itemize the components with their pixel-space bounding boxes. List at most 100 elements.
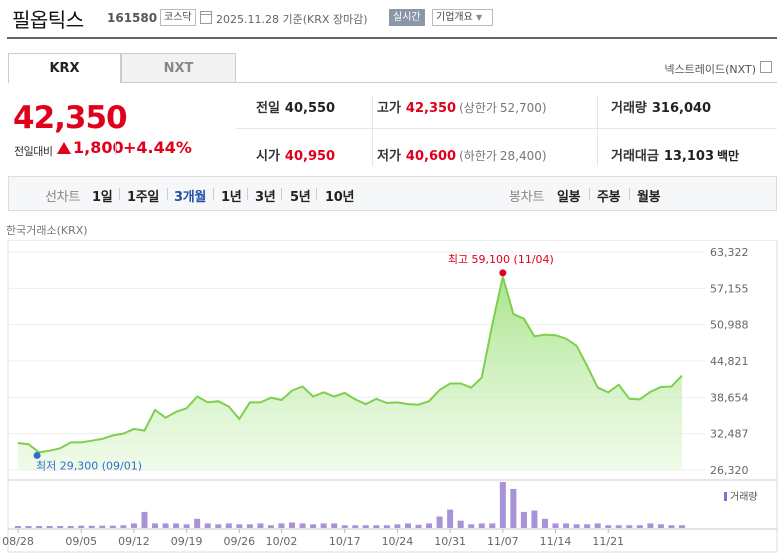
low-label: 최저 29,300 (09/01) — [36, 459, 142, 472]
period-3m[interactable]: 3개월 — [174, 190, 207, 205]
x-tick-label: 08/28 — [2, 535, 34, 548]
volume-bar — [173, 523, 180, 528]
y-tick-label: 26,320 — [710, 464, 749, 477]
stat-label: 거래대금 — [611, 149, 659, 164]
stat-label: 거래량 — [611, 101, 647, 116]
stat-sub-value: 28,400) — [499, 149, 547, 163]
market-badge: 코스닥 — [160, 9, 196, 26]
volume-bar — [236, 524, 243, 528]
stats-column-divider — [372, 96, 373, 166]
period-1w[interactable]: 1주일 — [127, 190, 160, 205]
stat-value: 316,040 — [651, 101, 712, 116]
volume-bar — [510, 488, 517, 528]
company-info-label: 기업개요 — [436, 12, 473, 23]
nxt-toggle-label[interactable]: 넥스트레이드(NXT) — [664, 63, 756, 76]
volume-bar — [278, 523, 285, 528]
tab-nxt[interactable]: NXT — [121, 53, 236, 83]
volume-legend-label: 거래량 — [730, 492, 758, 503]
volume-bar — [225, 523, 232, 528]
stat-label: 전일 — [256, 101, 280, 116]
stat-label: 시가 — [256, 149, 280, 164]
realtime-button[interactable]: 실시간 — [389, 9, 425, 26]
period-divider — [281, 188, 282, 200]
period-5y[interactable]: 5년 — [290, 190, 311, 205]
stat-label: 저가 — [377, 149, 401, 164]
y-tick-label: 44,821 — [710, 355, 749, 368]
change-rate: +4.44% — [123, 138, 192, 157]
volume-bar — [541, 518, 548, 528]
stock-name: 필옵틱스 — [12, 8, 84, 32]
stat-value: 40,950 — [284, 149, 336, 164]
stat-unit: 백만 — [717, 149, 740, 163]
stat-value: 42,350 — [405, 101, 457, 116]
high-marker — [499, 269, 507, 277]
x-tick-label: 09/19 — [171, 535, 203, 548]
exchange-label: 한국거래소(KRX) — [6, 224, 88, 237]
volume-bar — [362, 525, 369, 528]
stat-prev: 전일 40,550 — [256, 97, 335, 116]
candle-daily[interactable]: 일봉 — [557, 190, 581, 205]
period-1d[interactable]: 1일 — [92, 190, 113, 205]
volume-bar — [605, 525, 612, 528]
volume-bar — [352, 525, 359, 528]
volume-bar — [373, 525, 380, 528]
price-change: 1,800 — [57, 138, 124, 157]
candle-weekly[interactable]: 주봉 — [597, 190, 621, 205]
volume-bar — [194, 518, 201, 528]
chevron-down-icon: ▼ — [476, 13, 483, 22]
nxt-checkbox[interactable] — [760, 61, 772, 73]
volume-bar — [183, 524, 190, 528]
volume-bar — [331, 523, 338, 528]
volume-bar — [299, 523, 306, 528]
volume-bar — [457, 520, 464, 528]
price-area — [18, 276, 682, 470]
period-10y[interactable]: 10년 — [325, 190, 355, 205]
y-tick-label: 38,654 — [710, 391, 749, 404]
change-label: 전일대비 — [14, 145, 53, 158]
period-3y[interactable]: 3년 — [255, 190, 276, 205]
x-tick-label: 11/14 — [540, 535, 572, 548]
volume-bar — [15, 526, 21, 528]
volume-bar — [67, 526, 74, 528]
period-1y[interactable]: 1년 — [221, 190, 242, 205]
tab-krx[interactable]: KRX — [8, 53, 121, 83]
stats-column-divider — [597, 96, 598, 166]
high-label: 최고 59,100 (11/04) — [448, 253, 554, 266]
volume-bar — [404, 523, 411, 528]
price-chart: 63,322 57,155 50,988 44,821 38,654 32,487 26,3… — [2, 240, 778, 553]
candle-monthly[interactable]: 월봉 — [637, 190, 661, 205]
volume-bar — [78, 525, 85, 528]
volume-bar — [468, 524, 475, 528]
volume-bar — [573, 524, 580, 528]
volume-legend: 거래량 — [724, 488, 758, 503]
period-divider — [119, 188, 120, 200]
line-chart-label: 선차트 — [45, 190, 80, 205]
volume-bar — [415, 524, 422, 528]
volume-bar — [88, 525, 95, 528]
current-price: 42,350 — [13, 100, 128, 136]
price-line — [17, 276, 683, 454]
volume-bar — [267, 525, 274, 528]
x-tick-label: 11/07 — [487, 535, 519, 548]
volume-bar — [552, 523, 559, 528]
x-tick-label: 09/05 — [65, 535, 97, 548]
company-info-dropdown[interactable]: 기업개요 ▼ — [432, 9, 493, 26]
change-divider — [115, 142, 116, 155]
period-divider — [316, 188, 317, 200]
stat-sub-value: 52,700) — [499, 101, 547, 115]
stat-low: 저가 40,600 (하한가 28,400) — [377, 145, 547, 164]
up-arrow-icon — [57, 142, 71, 154]
period-divider — [167, 188, 168, 200]
stat-label: 고가 — [377, 101, 401, 116]
volume-bar — [563, 523, 570, 528]
y-tick-label: 50,988 — [710, 319, 749, 332]
y-tick-label: 32,487 — [710, 428, 749, 441]
volume-bar — [152, 523, 159, 528]
x-tick-label: 11/21 — [592, 535, 624, 548]
volume-legend-swatch — [724, 492, 727, 501]
stat-high: 고가 42,350 (상한가 52,700) — [377, 97, 547, 116]
volume-bar — [584, 524, 591, 528]
volume-bar — [36, 526, 43, 528]
volume-bar — [257, 523, 264, 528]
tab-divider — [236, 82, 777, 83]
